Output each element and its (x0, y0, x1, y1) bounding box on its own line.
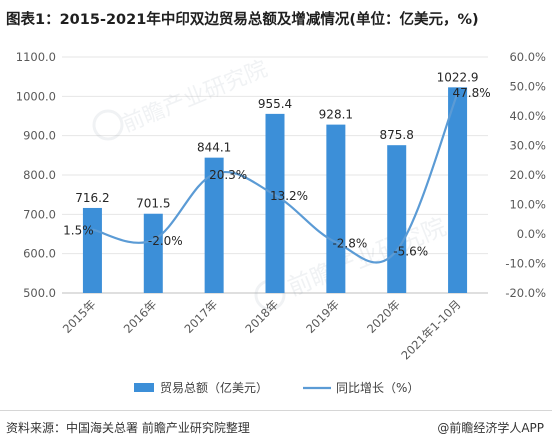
footer-divider (0, 410, 552, 411)
x-tick-label: 2015年 (60, 297, 99, 336)
line-value-label: 13.2% (270, 189, 308, 203)
right-tick-label: 60.0% (509, 50, 546, 64)
x-tick-label: 2016年 (121, 297, 160, 336)
right-tick-label: 40.0% (509, 109, 546, 123)
left-tick-label: 900.0 (23, 129, 56, 143)
line-value-label: 47.8% (453, 86, 491, 100)
left-tick-label: 500.0 (23, 286, 56, 300)
bar-value-label: 1022.9 (437, 70, 479, 84)
bar (82, 207, 102, 293)
bar-series (82, 87, 468, 294)
watermark-text: 前瞻产业研究院 (119, 57, 271, 138)
bar (326, 124, 346, 293)
right-axis-labels: -20.0% -10.0% 0.0% 10.0% 20.0% 30.0% 40.0% 50.0… (505, 50, 546, 300)
bar-value-label: 844.1 (197, 141, 231, 155)
left-tick-label: 600.0 (23, 247, 56, 261)
left-tick-label: 1000.0 (16, 89, 56, 103)
line-value-label: -2.8% (332, 236, 367, 250)
legend-line-label: 同比增长（%） (336, 381, 419, 395)
bar-value-label: 875.8 (380, 128, 414, 142)
left-tick-label: 700.0 (23, 207, 56, 221)
x-tick-label: 2019年 (303, 297, 342, 336)
x-tick-label: 2018年 (242, 297, 281, 336)
data-labels: 716.2 701.5 844.1 955.4 928.1 875.8 1022.9 1.5%… (63, 70, 490, 258)
x-tick-label: 2020年 (364, 297, 403, 336)
legend-bar-label: 贸易总额（亿美元） (160, 380, 268, 395)
right-tick-label: 50.0% (509, 80, 546, 94)
legend: 贸易总额（亿美元） 同比增长（%） (134, 380, 419, 395)
watermark-circle (92, 109, 124, 141)
bar-value-label: 955.4 (258, 97, 292, 111)
x-tick-label: 2021年1-10月 (398, 297, 463, 362)
left-tick-label: 800.0 (23, 168, 56, 182)
right-tick-label: 30.0% (509, 139, 546, 153)
line-value-label: -5.6% (393, 245, 428, 259)
bar (143, 213, 163, 293)
line-value-label: 1.5% (63, 224, 94, 238)
growth-line (92, 92, 459, 264)
source-note: 资料来源：中国海关总署 前瞻产业研究院整理 (6, 421, 250, 435)
right-tick-label: -20.0% (505, 286, 546, 300)
bar-value-label: 716.2 (75, 191, 109, 205)
line-value-label: 20.3% (209, 168, 247, 182)
line-value-label: -2.0% (148, 234, 183, 248)
right-tick-label: 20.0% (509, 168, 546, 182)
legend-bar-swatch (134, 383, 154, 392)
right-tick-label: 10.0% (509, 198, 546, 212)
chart-title: 图表1：2015-2021年中印双边贸易总额及增减情况(单位：亿美元，%) (6, 12, 479, 28)
bar (387, 145, 407, 293)
bar (448, 87, 468, 294)
bar-value-label: 928.1 (319, 108, 353, 122)
bar (204, 157, 224, 293)
bar (265, 113, 285, 293)
bar-value-label: 701.5 (136, 197, 170, 211)
right-tick-label: -10.0% (505, 257, 546, 271)
right-tick-label: 0.0% (517, 227, 546, 241)
left-tick-label: 1100.0 (16, 50, 56, 64)
credit-note: @前瞻经济学人APP (437, 421, 544, 435)
line-series (92, 92, 459, 264)
left-axis-labels: 500.0 600.0 700.0 800.0 900.0 1000.0 1100.0 (16, 50, 56, 300)
x-tick-label: 2017年 (182, 297, 221, 336)
